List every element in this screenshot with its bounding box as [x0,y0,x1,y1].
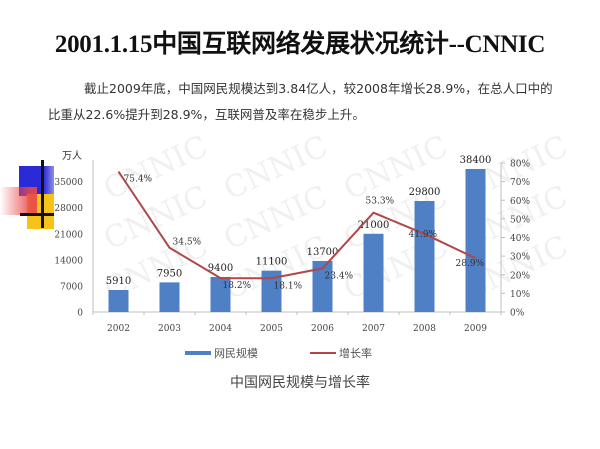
x-tick-label: 2006 [311,324,334,334]
growth-line [117,171,476,280]
bar-value-label: 5910 [106,276,131,287]
x-tick-label: 2005 [260,324,283,334]
summary-paragraph: 截止2009年底，中国网民规模达到3.84亿人，较2008年增长28.9%，在总… [48,81,553,122]
legend-item-growth: 增长率 [310,345,372,361]
y-tick-label: 7000 [60,282,83,292]
bar [363,233,384,312]
bar [261,270,282,312]
bar-value-label: 7950 [157,268,182,279]
bar-swatch-icon [185,351,211,355]
y2-tick-label: 50% [510,215,530,225]
line-swatch-icon [310,352,336,354]
x-tick-label: 2002 [107,324,130,334]
line-value-label: 75.4% [124,175,153,185]
legend-label: 网民规模 [214,347,258,360]
bar [108,289,129,312]
y2-tick-label: 10% [510,290,530,300]
slide-title: 2001.1.15中国互联网络发展状况统计--CNNIC [54,31,546,58]
x-tick-label: 2008 [413,324,436,334]
y-tick-label: 0 [77,309,83,319]
y2-tick-label: 30% [510,253,530,263]
line-value-label: 18.1% [274,281,303,291]
bar-value-label: 21000 [358,220,390,231]
y2-tick-label: 60% [510,197,530,207]
bar [414,200,435,312]
y2-tick-label: 40% [510,234,530,244]
line-value-label: 18.2% [223,281,252,291]
bar-value-label: 38400 [460,155,492,166]
x-tick-label: 2007 [362,324,385,334]
x-tick-label: 2003 [158,324,181,334]
line-value-label: 41.9% [409,230,438,240]
chart-legend: 网民规模 增长率 [185,345,445,363]
bar-value-label: 29800 [409,187,441,198]
y-tick-label: 35000 [54,178,83,188]
y2-tick-label: 70% [510,178,530,188]
y-tick-label: 14000 [54,256,83,266]
bar-value-label: 9400 [208,263,233,274]
bar [159,282,180,312]
x-tick-label: 2009 [464,324,487,334]
y-tick-label: 21000 [54,230,83,240]
bar-value-label: 11100 [256,257,288,268]
line-value-label: 23.4% [325,271,354,281]
y-tick-label: 28000 [54,204,83,214]
line-value-label: 34.5% [173,238,202,248]
decorative-logo-icon [0,150,70,230]
legend-label: 增长率 [339,347,372,360]
y2-tick-label: 80% [510,160,530,170]
y2-tick-label: 20% [510,271,530,281]
line-value-label: 53.3% [366,197,395,207]
bar [465,168,486,312]
line-value-label: 28.9% [456,259,485,269]
chart-caption: 中国网民规模与增长率 [230,375,370,391]
x-tick-label: 2004 [209,324,232,334]
bar-value-label: 13700 [307,247,339,258]
y-axis-label: 万人 [62,150,82,162]
bar [210,276,231,312]
y2-tick-label: 0% [510,309,525,319]
legend-item-users: 网民规模 [185,345,258,361]
bar [312,260,333,312]
